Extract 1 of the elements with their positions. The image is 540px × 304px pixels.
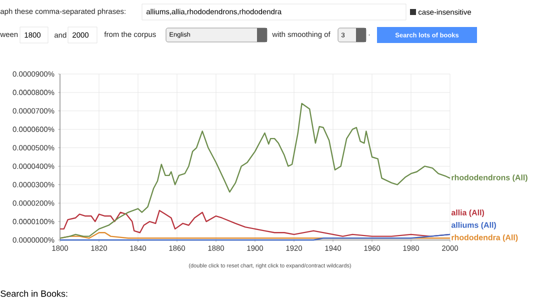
text: Search in Books:	[0, 290, 68, 297]
